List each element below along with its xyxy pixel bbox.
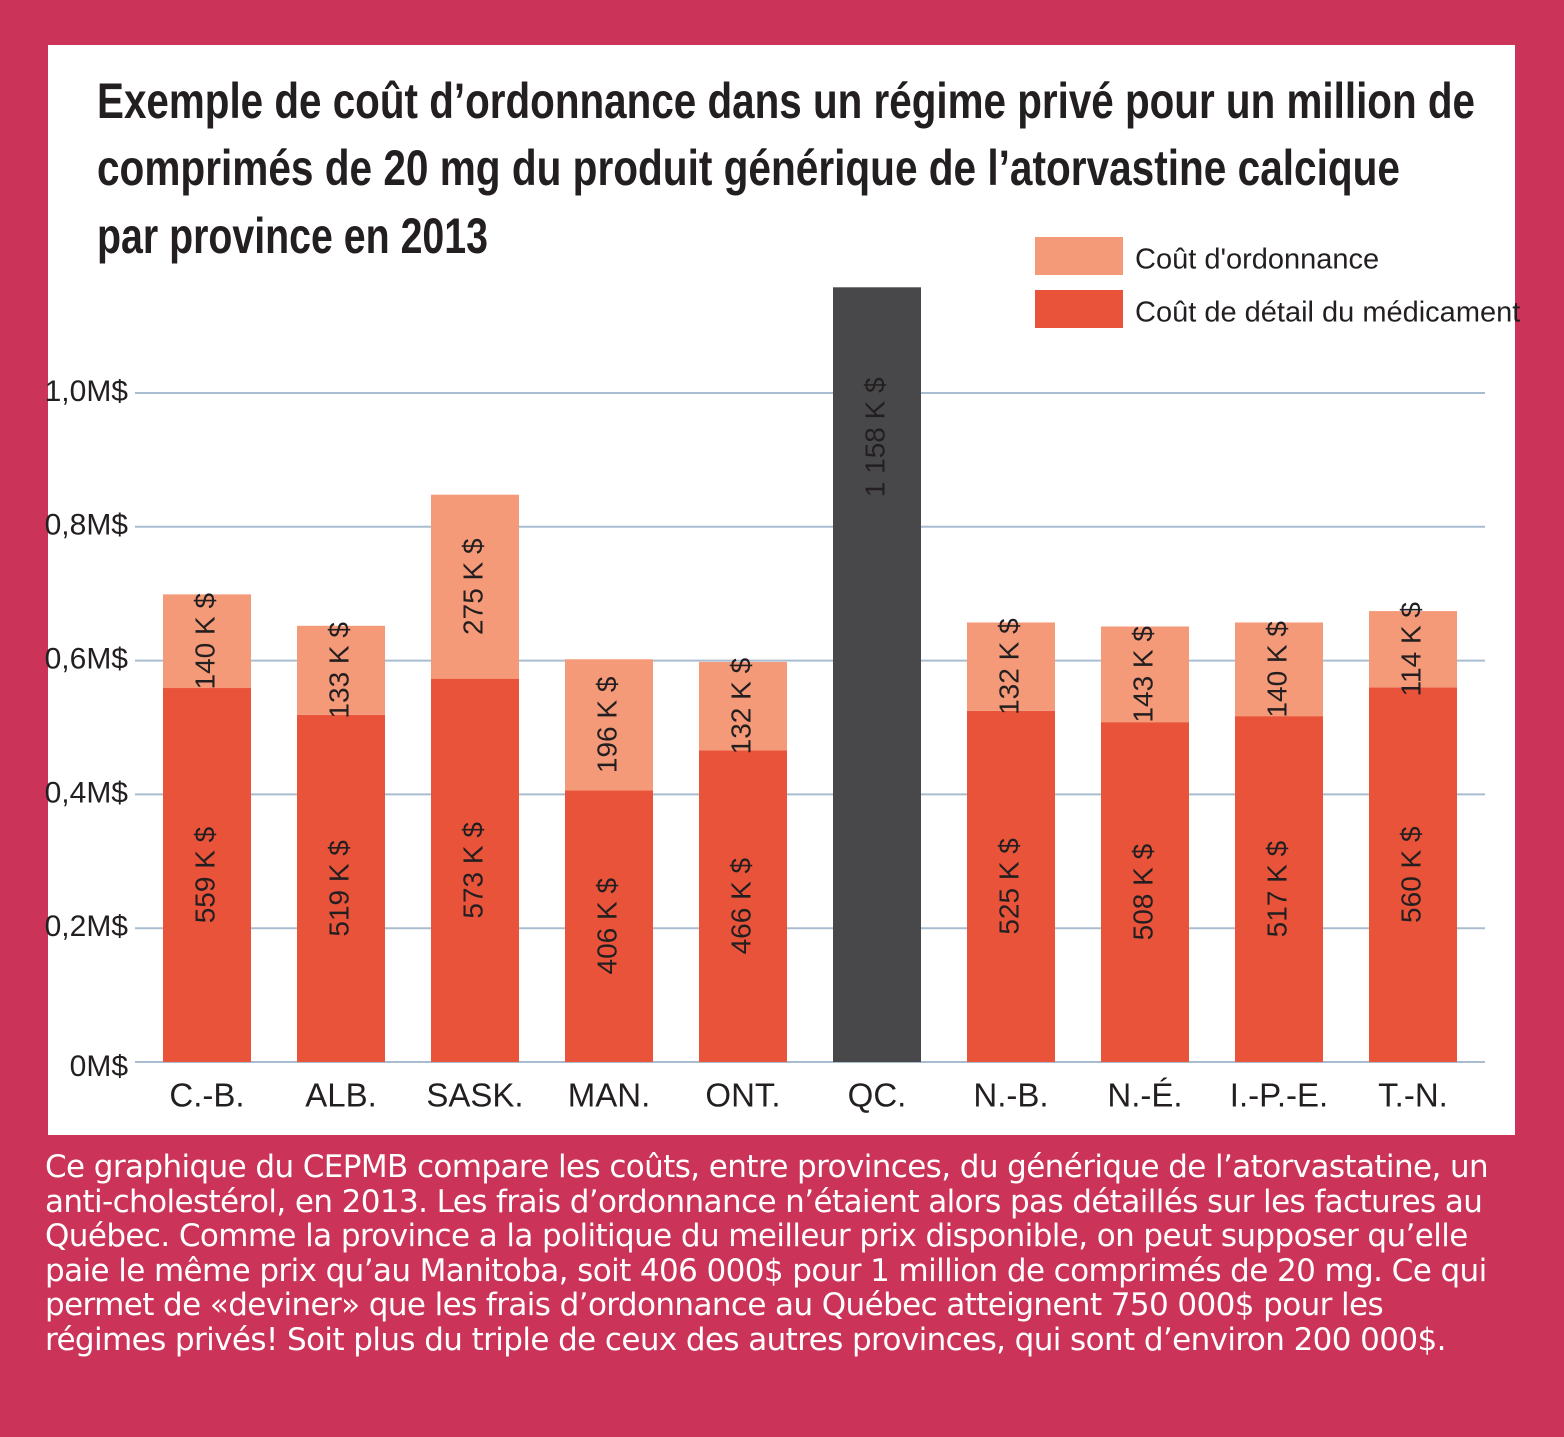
value-label: 519 K $ [323,840,354,937]
x-tick-label: SASK. [426,1077,523,1114]
bar-segment [699,750,787,1062]
bar-segment [1369,611,1457,688]
bar-segment [1101,626,1189,723]
chart-title: par province en 2013 [97,208,488,264]
bar-segment [163,594,251,689]
bar-segment [565,659,653,791]
value-label: 560 K $ [1395,826,1426,923]
caption: Ce graphique du CEPMB compare les coûts,… [45,1149,1489,1358]
legend-swatch [1035,290,1123,328]
value-label: 140 K $ [189,593,220,690]
x-tick-label: MAN. [568,1077,651,1114]
bar-segment [297,625,385,715]
bar-segment [967,710,1055,1062]
bar-segment [967,622,1055,711]
bar-segment [297,714,385,1062]
y-tick-label: 0,2M$ [45,910,129,943]
bar-segment [565,790,653,1062]
value-label: 525 K $ [993,838,1024,935]
x-tick-label: ALB. [305,1077,377,1114]
value-label: 132 K $ [993,618,1024,715]
value-label: 406 K $ [591,878,622,975]
y-tick-label: 0,8M$ [45,509,129,542]
bar-segment [431,678,519,1062]
x-tick-label: ONT. [705,1077,780,1114]
x-tick-label: T.-N. [1378,1077,1448,1114]
y-tick-label: 0,4M$ [45,776,129,809]
value-label: 517 K $ [1261,840,1292,937]
y-tick-label: 0,6M$ [45,643,129,676]
value-label: 466 K $ [725,857,756,954]
value-label: 196 K $ [591,676,622,773]
legend-swatch [1035,237,1123,275]
bar-segment [699,661,787,751]
x-tick-label: N.-É. [1107,1077,1182,1114]
chart-title: Exemple de coût d’ordonnance dans un rég… [97,73,1475,129]
bar-segment [833,287,921,1063]
x-tick-label: C.-B. [169,1077,244,1114]
value-label: 508 K $ [1127,843,1158,940]
legend-label: Coût de détail du médicament [1135,297,1520,329]
bar-segment [1235,622,1323,717]
x-tick-label: I.-P.-E. [1230,1077,1328,1114]
value-label: 573 K $ [457,822,488,919]
bar-segment [431,494,519,679]
value-label: 114 K $ [1395,602,1426,697]
bar-segment [163,688,251,1062]
y-tick-label: 0M$ [70,1050,129,1083]
value-label: 1 158 K $ [859,377,890,497]
y-tick-label: 1,0M$ [45,375,129,408]
bar-segment [1235,716,1323,1062]
bar-segment [1369,687,1457,1062]
value-label: 132 K $ [725,657,756,754]
x-tick-label: QC. [848,1077,907,1114]
x-tick-label: N.-B. [973,1077,1048,1114]
chart-title: comprimés de 20 mg du produit générique … [97,140,1400,196]
value-label: 143 K $ [1127,626,1158,723]
value-label: 275 K $ [457,538,488,635]
value-label: 140 K $ [1261,621,1292,718]
legend-label: Coût d'ordonnance [1135,244,1379,276]
value-label: 559 K $ [189,826,220,923]
value-label: 133 K $ [323,622,354,719]
bar-segment [1101,722,1189,1062]
